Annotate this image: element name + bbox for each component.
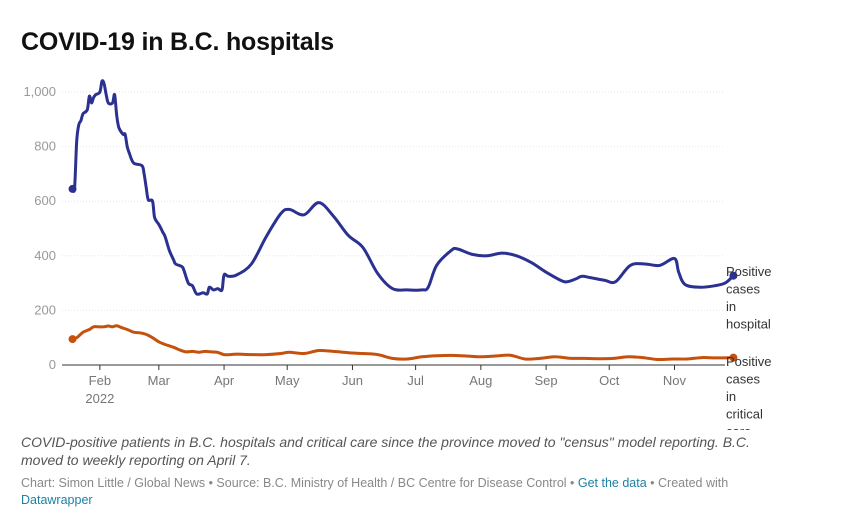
x-tick-label: Jul (407, 373, 424, 388)
datawrapper-link[interactable]: Datawrapper (21, 493, 93, 507)
series-label-line: care (726, 424, 751, 430)
series-end-dot (729, 271, 738, 280)
y-tick-label: 200 (34, 302, 56, 317)
x-tick-label: Mar (148, 373, 171, 388)
x-tick-label: Jun (342, 373, 363, 388)
chart-title: COVID-19 in B.C. hospitals (21, 28, 334, 56)
y-tick-label: 400 (34, 248, 56, 263)
chart-notes: Chart: Simon Little / Global News • Sour… (21, 475, 781, 509)
notes-created-with: • Created with (646, 476, 729, 490)
series-label-line: in (726, 389, 736, 404)
y-tick-label: 600 (34, 193, 56, 208)
series-label-line: cases (726, 372, 760, 387)
line-chart: 0 200 400 600 800 1,000 Feb 2022 Mar Apr May Jun Ju… (23, 79, 772, 430)
x-tick-label: Apr (214, 373, 235, 388)
y-tick-label: 1,000 (23, 84, 56, 99)
x-tick-label: Nov (663, 373, 687, 388)
series-line (71, 324, 735, 362)
x-tick-label: May (275, 373, 300, 388)
y-tick-label: 800 (34, 139, 56, 154)
series-label: Positive cases in hospital (726, 264, 772, 332)
chart-caption: COVID-positive patients in B.C. hospital… (21, 434, 750, 468)
x-tick-label: Sep (535, 373, 558, 388)
series-label-line: critical (726, 407, 763, 422)
x-tick-sublabel: 2022 (85, 391, 114, 406)
series-start-dot (68, 184, 77, 193)
y-gridlines (62, 91, 725, 366)
x-tick-label: Oct (599, 373, 620, 388)
series-label-line: Positive (726, 354, 772, 369)
series-label-line: Positive (726, 264, 772, 279)
series-label: Positive cases in critical care (726, 354, 772, 430)
series-label-line: hospital (726, 317, 771, 332)
x-tick-label: Feb (89, 373, 111, 388)
series-line (71, 79, 735, 296)
y-axis-ticks: 0 200 400 600 800 1,000 (23, 84, 56, 372)
x-tick-label: Aug (469, 373, 492, 388)
notes-credit: Chart: Simon Little / Global News • Sour… (21, 476, 578, 490)
series-label-line: cases (726, 282, 760, 297)
series-start-dot (68, 335, 77, 344)
series-lines: Positive cases in hospital Positive cases in cr… (68, 79, 772, 430)
series-end-dot (729, 353, 738, 362)
series-label-line: in (726, 299, 736, 314)
y-tick-label: 0 (49, 357, 56, 372)
get-data-link[interactable]: Get the data (577, 476, 647, 490)
x-axis-ticks: Feb 2022 Mar Apr May Jun Jul Aug Sep Oct Nov (85, 365, 687, 406)
